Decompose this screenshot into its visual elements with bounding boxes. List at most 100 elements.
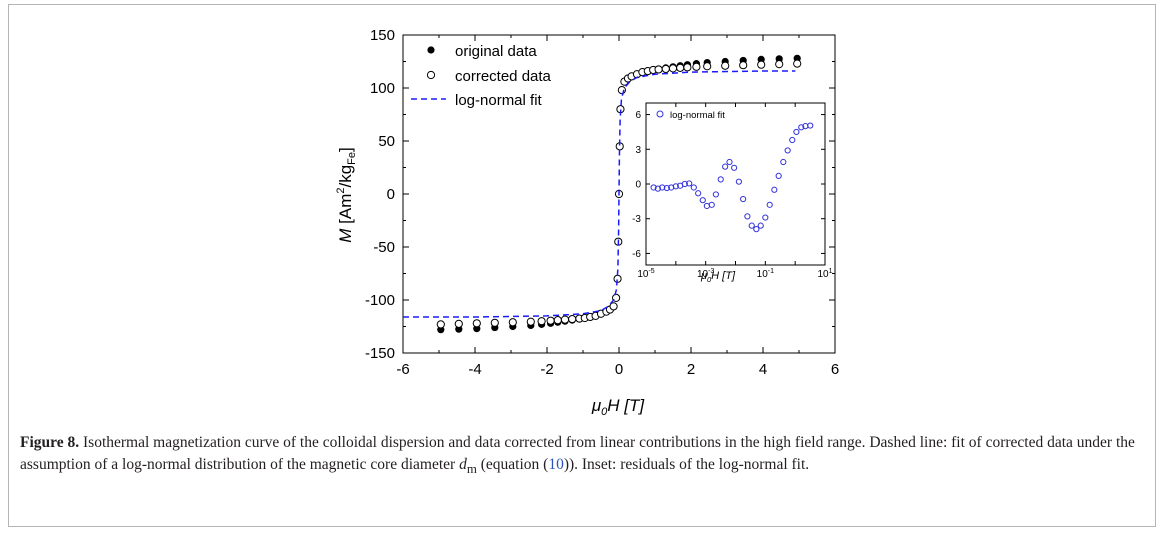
legend-label-original: original data — [455, 43, 537, 60]
x-axis-subscript: 0 — [601, 406, 608, 418]
inset-residual-point — [766, 201, 773, 208]
inset-residual-point — [663, 184, 670, 192]
corrected-data-point — [654, 65, 663, 74]
inset-residual-point — [654, 185, 661, 192]
inset-frame — [645, 102, 826, 266]
y-tick-label: -150 — [365, 345, 395, 362]
inset-residual-point — [784, 147, 791, 154]
corrected-data-point — [703, 62, 712, 71]
corrected-data-point — [739, 61, 748, 70]
inset-residual-point — [762, 214, 769, 221]
caption-equation-link[interactable]: 10 — [548, 456, 564, 473]
inset-axes: 6 3 0 -3 -6 10-5 10-3 10-1 101 — [632, 103, 833, 280]
y-axis-unit-part3: ] — [336, 147, 355, 152]
corrected-data-point — [560, 315, 570, 324]
corrected-data-point — [490, 318, 499, 327]
x-axis-symbol: μ — [591, 396, 602, 415]
corrected-data-point — [526, 317, 535, 326]
corrected-data-point — [454, 319, 463, 328]
x-tick-label: 4 — [759, 361, 767, 378]
x-tick-label: -6 — [396, 361, 409, 378]
inset-x-axis-unit: H [T] — [711, 270, 736, 282]
y-axis-title: M [Am2/kgFe] — [335, 147, 358, 243]
inset-legend-label: log-normal fit — [670, 110, 725, 121]
inset-residual-point — [690, 184, 697, 191]
x-tick-label: -4 — [468, 361, 481, 378]
caption-dm-subscript: m — [466, 461, 477, 477]
corrected-data-point — [472, 319, 481, 328]
x-tick-label: 6 — [831, 361, 839, 378]
y-tick-label: 100 — [370, 80, 395, 97]
inset-residual-point — [771, 186, 778, 193]
inset-chart: 630-3-610-5 10-3 10-1 101 log-normal fit μ0… — [632, 102, 833, 284]
inset-residual-point — [789, 136, 796, 144]
y-tick-label: -100 — [365, 292, 395, 309]
caption-text-1: Isothermal magnetization curve of the co… — [20, 434, 1135, 473]
inset-residual-point — [708, 201, 715, 208]
y-axis-symbol: M — [336, 228, 355, 243]
y-tick-label: 50 — [378, 133, 395, 150]
inset-residual-point — [659, 184, 666, 191]
inset-y-tick-label: -6 — [632, 249, 641, 260]
main-series — [403, 54, 802, 334]
inset-residual-point — [798, 124, 805, 131]
x-tick-label: -2 — [540, 361, 553, 378]
y-axis-unit-part2: /kg — [336, 165, 355, 188]
corrected-data-point — [668, 64, 678, 73]
corrected-data-point — [553, 316, 562, 325]
legend: original data corrected data log-normal … — [411, 43, 552, 109]
legend-marker-corrected — [426, 70, 436, 80]
inset-residual-point — [780, 158, 787, 166]
main-axes: -6 -4 -2 0 2 4 6 -150 -100 -50 0 50 100 150 — [365, 27, 839, 378]
y-tick-label: 150 — [370, 27, 395, 44]
corrected-data-point — [537, 317, 546, 326]
inset-residual-point — [712, 191, 719, 198]
inset-x-tick-label: 10-1 — [757, 268, 774, 280]
corrected-data-point — [676, 63, 685, 72]
legend-label-fit: log-normal fit — [455, 92, 543, 109]
inset-residual-point — [735, 178, 742, 185]
inset-residual-point — [807, 122, 814, 129]
caption-dm-symbol: d — [459, 456, 467, 473]
inset-residual-point — [748, 222, 755, 229]
corrected-data-point — [692, 62, 701, 71]
inset-residual-point — [731, 164, 738, 171]
corrected-data-point — [609, 302, 618, 311]
inset-y-tick-label: 0 — [635, 180, 641, 191]
inset-x-axis-title: μ0H [T] — [700, 270, 736, 284]
x-tick-label: 0 — [615, 361, 623, 378]
inset-residual-point — [686, 180, 693, 187]
series-corrected-data — [436, 59, 802, 329]
inset-residual-point — [793, 128, 800, 136]
inset-y-tick-label: 3 — [635, 145, 641, 156]
y-axis-unit-part1: [Am — [336, 194, 355, 229]
inset-residual-point — [650, 184, 657, 191]
legend-marker-original — [427, 46, 435, 54]
y-tick-label: 0 — [387, 186, 395, 203]
inset-residual-point — [775, 172, 782, 179]
y-axis-unit-sup: 2 — [335, 188, 347, 194]
figure-frame — [8, 4, 1156, 527]
inset-residual-point — [672, 183, 679, 190]
inset-residual-point — [722, 163, 729, 170]
corrected-data-point — [775, 60, 784, 69]
inset-x-tick-label: 10-3 — [697, 268, 714, 280]
corrected-data-point — [661, 64, 670, 74]
figure-caption: Figure 8. Isothermal magnetization curve… — [20, 432, 1135, 480]
inset-residual-point — [695, 190, 702, 197]
corrected-data-point — [546, 316, 555, 325]
inset-x-axis-symbol: μ — [700, 270, 707, 282]
inset-residual-point — [726, 158, 733, 166]
inset-x-axis-subscript: 0 — [707, 275, 712, 284]
inset-residual-point — [681, 180, 688, 188]
x-tick-label: 2 — [687, 361, 695, 378]
corrected-data-point — [793, 59, 802, 68]
inset-residual-point — [744, 213, 751, 220]
inset-residual-point — [740, 195, 747, 203]
corrected-data-point — [436, 320, 445, 329]
corrected-data-point — [757, 60, 766, 69]
inset-y-tick-label: 6 — [635, 110, 641, 121]
x-axis-title: μ0H [T] — [591, 396, 646, 418]
inset-residual-point — [717, 176, 724, 183]
